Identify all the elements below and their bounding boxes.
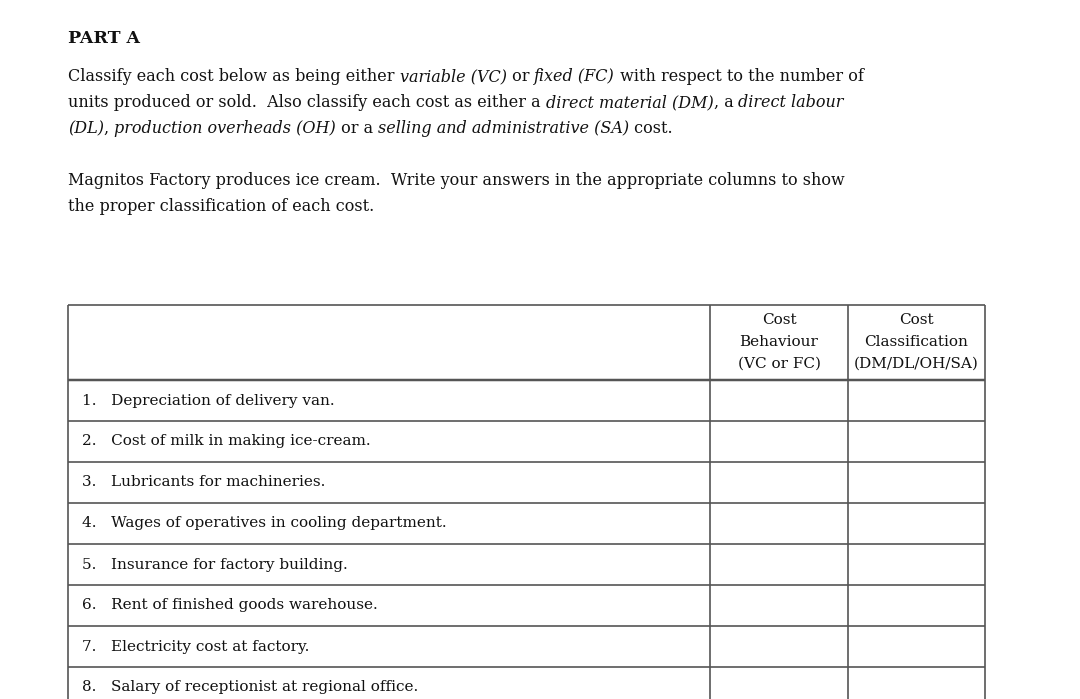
Text: 8.   Salary of receptionist at regional office.: 8. Salary of receptionist at regional of… bbox=[82, 681, 418, 695]
Text: 7.   Electricity cost at factory.: 7. Electricity cost at factory. bbox=[82, 640, 309, 654]
Text: (DL): (DL) bbox=[68, 120, 104, 137]
Text: Behaviour: Behaviour bbox=[740, 335, 819, 349]
Text: Classification: Classification bbox=[865, 335, 969, 349]
Text: , a: , a bbox=[714, 94, 739, 111]
Text: 4.   Wages of operatives in cooling department.: 4. Wages of operatives in cooling depart… bbox=[82, 517, 447, 531]
Text: 5.   Insurance for factory building.: 5. Insurance for factory building. bbox=[82, 558, 348, 572]
Text: 3.   Lubricants for machineries.: 3. Lubricants for machineries. bbox=[82, 475, 325, 489]
Text: direct material (DM): direct material (DM) bbox=[545, 94, 714, 111]
Text: 6.   Rent of finished goods warehouse.: 6. Rent of finished goods warehouse. bbox=[82, 598, 378, 612]
Text: fixed (FC): fixed (FC) bbox=[535, 68, 615, 85]
Text: units produced or sold.  Also classify each cost as either a: units produced or sold. Also classify ea… bbox=[68, 94, 545, 111]
Text: (DM/DL/OH/SA): (DM/DL/OH/SA) bbox=[854, 357, 978, 371]
Text: Classify each cost below as being either: Classify each cost below as being either bbox=[68, 68, 400, 85]
Text: Magnitos Factory produces ice cream.  Write your answers in the appropriate colu: Magnitos Factory produces ice cream. Wri… bbox=[68, 172, 845, 189]
Text: PART A: PART A bbox=[68, 30, 140, 47]
Text: 2.   Cost of milk in making ice-cream.: 2. Cost of milk in making ice-cream. bbox=[82, 435, 370, 449]
Text: production overheads (OH): production overheads (OH) bbox=[114, 120, 336, 137]
Text: or a: or a bbox=[336, 120, 378, 137]
Text: variable (VC): variable (VC) bbox=[400, 68, 507, 85]
Text: Cost: Cost bbox=[900, 313, 934, 327]
Text: or: or bbox=[507, 68, 535, 85]
Text: Cost: Cost bbox=[761, 313, 796, 327]
Text: selling and administrative (SA): selling and administrative (SA) bbox=[378, 120, 630, 137]
Text: with respect to the number of: with respect to the number of bbox=[615, 68, 864, 85]
Text: ,: , bbox=[104, 120, 114, 137]
Text: 1.   Depreciation of delivery van.: 1. Depreciation of delivery van. bbox=[82, 394, 335, 408]
Text: (VC or FC): (VC or FC) bbox=[738, 357, 821, 371]
Text: direct labour: direct labour bbox=[739, 94, 843, 111]
Text: cost.: cost. bbox=[630, 120, 673, 137]
Text: the proper classification of each cost.: the proper classification of each cost. bbox=[68, 198, 375, 215]
